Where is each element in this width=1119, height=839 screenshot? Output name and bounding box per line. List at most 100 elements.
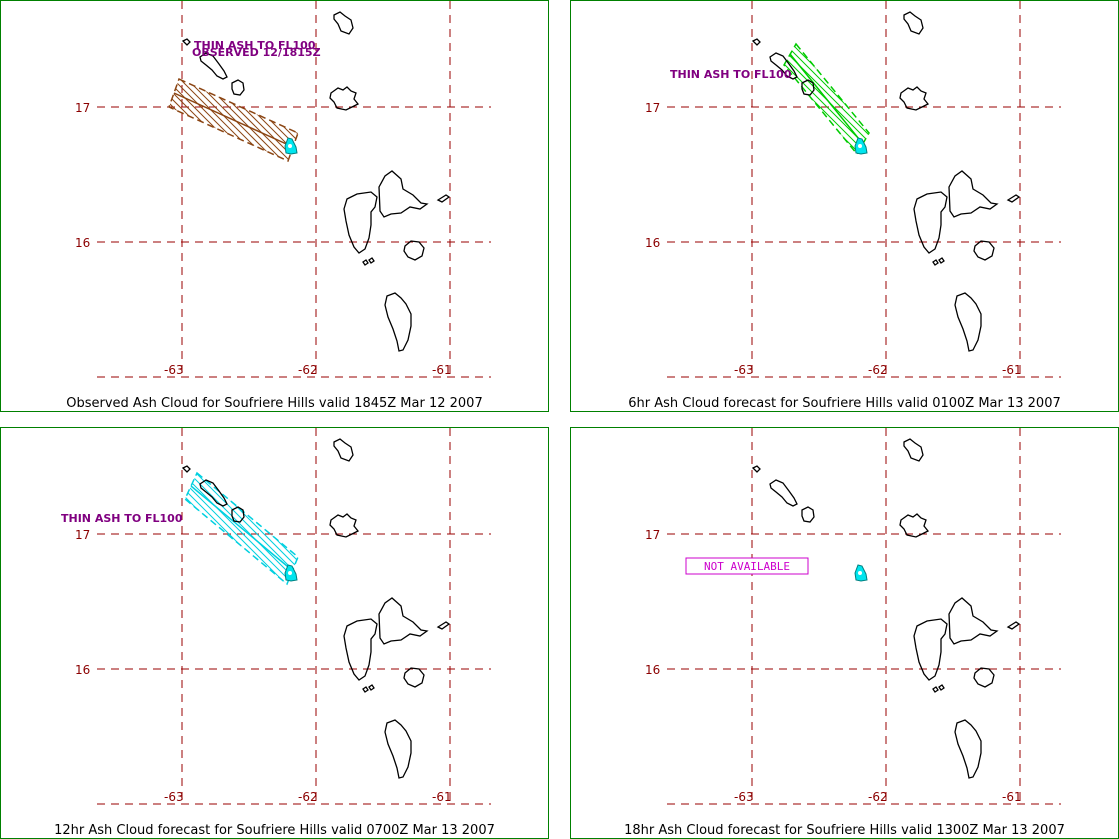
hatch-line	[354, 1, 549, 201]
hatch-line	[784, 44, 869, 154]
island-saba	[751, 465, 761, 473]
hatch-line	[1, 1, 64, 201]
hatch-line	[169, 79, 191, 161]
hatch-line	[931, 1, 1119, 201]
map-canvas: 17 16 -63 -62 -61 THIN ASH TO FL100	[571, 1, 1119, 378]
hatch-line	[846, 44, 869, 154]
longitude-label: -63	[164, 363, 184, 377]
hatch-line	[571, 1, 592, 201]
island-barbuda	[333, 11, 354, 35]
island-nevis	[231, 506, 245, 523]
latitude-label: 17	[75, 101, 90, 115]
hatch-line	[1, 1, 8, 201]
hatch-line	[571, 1, 613, 201]
hatch-line	[571, 1, 704, 201]
hatch-line	[276, 473, 298, 584]
island-guadeloupe-basse-terre	[343, 618, 378, 681]
hatch-line	[784, 44, 869, 154]
hatch-line	[784, 44, 869, 154]
hatch-line	[185, 473, 298, 584]
hatch-line	[853, 44, 869, 154]
hatch-line	[818, 44, 869, 154]
hatch-line	[169, 79, 298, 161]
hatch-line	[248, 473, 298, 584]
hatch-line	[938, 1, 1119, 201]
island-guadeloupe-grande-terre	[378, 170, 429, 218]
hatch-line	[571, 1, 683, 201]
hatch-line	[185, 473, 198, 584]
hatch-line	[574, 1, 774, 201]
ash-cloud-boundary	[184, 471, 299, 586]
hatch-line	[333, 428, 533, 628]
map-panel-18hr: 17 16 -63 -62 -61 NOT AVAILABLE 18hr Ash Clou…	[570, 427, 1119, 839]
hatch-line	[1, 1, 134, 201]
island-dominica	[954, 719, 982, 779]
hatch-line	[169, 79, 298, 161]
ash-cloud-axis	[173, 92, 294, 148]
hatch-line	[185, 473, 226, 584]
hatch-line	[1, 1, 43, 201]
hatch-line	[169, 79, 268, 161]
hatch-line	[784, 44, 869, 154]
island-les-saintes-1	[932, 686, 939, 693]
hatch-line	[1, 428, 113, 628]
hatch-line	[368, 1, 549, 201]
hatch-line	[1, 1, 113, 201]
island-nevis	[801, 506, 815, 523]
hatch-line	[185, 473, 298, 584]
hatch-line	[839, 44, 869, 154]
hatch-line	[169, 79, 184, 161]
hatch-line	[382, 1, 549, 201]
hatch-line	[1, 428, 120, 628]
hatch-line	[571, 1, 697, 201]
island-barbuda	[333, 438, 354, 462]
hatch-line	[269, 473, 298, 584]
island-la-desirade	[436, 621, 451, 630]
hatch-line	[903, 1, 1103, 201]
panel-caption: 12hr Ash Cloud forecast for Soufriere Hi…	[54, 823, 495, 838]
hatch-line	[571, 1, 585, 201]
hatch-line	[571, 1, 753, 201]
hatch-line	[952, 1, 1119, 201]
ash-cloud-axis	[789, 53, 864, 145]
hatch-line	[262, 473, 298, 584]
hatch-line	[283, 79, 298, 161]
hatch-line	[924, 1, 1119, 201]
hatch-line	[1, 428, 183, 628]
hatch-line	[889, 1, 1089, 201]
latitude-label: 17	[645, 528, 660, 542]
hatch-line	[784, 44, 869, 154]
hatch-line	[571, 1, 690, 201]
hatch-line	[185, 473, 205, 584]
hatch-line	[185, 473, 219, 584]
longitude-label: -63	[734, 790, 754, 804]
hatch-line	[1, 428, 64, 628]
hatch-line	[875, 1, 1075, 201]
hatch-line	[784, 44, 869, 154]
hatch-line	[169, 79, 296, 161]
hatch-line	[1, 1, 78, 201]
island-nevis	[231, 79, 245, 96]
island-dominica	[954, 292, 982, 352]
volcano-vent	[288, 571, 292, 575]
hatch-line	[1, 428, 15, 628]
hatch-line	[784, 44, 789, 154]
longitude-label: -62	[868, 363, 888, 377]
hatch-line	[185, 473, 298, 584]
hatch-line	[248, 79, 298, 161]
hatch-line	[1, 428, 43, 628]
hatch-line	[185, 473, 298, 584]
hatch-line	[213, 79, 298, 161]
hatch-line	[1, 428, 134, 628]
hatch-line	[340, 1, 540, 201]
hatch-line	[571, 1, 620, 201]
hatch-line	[396, 428, 549, 628]
ash-label: OBSERVED 12/1815Z	[192, 46, 321, 59]
island-les-saintes-2	[938, 684, 945, 691]
volcano-vent	[858, 571, 862, 575]
hatch-line	[1, 428, 8, 628]
hatch-line	[375, 1, 549, 201]
volcano-vent	[288, 144, 292, 148]
hatch-line	[784, 44, 869, 154]
island-marie-galante	[973, 667, 995, 688]
